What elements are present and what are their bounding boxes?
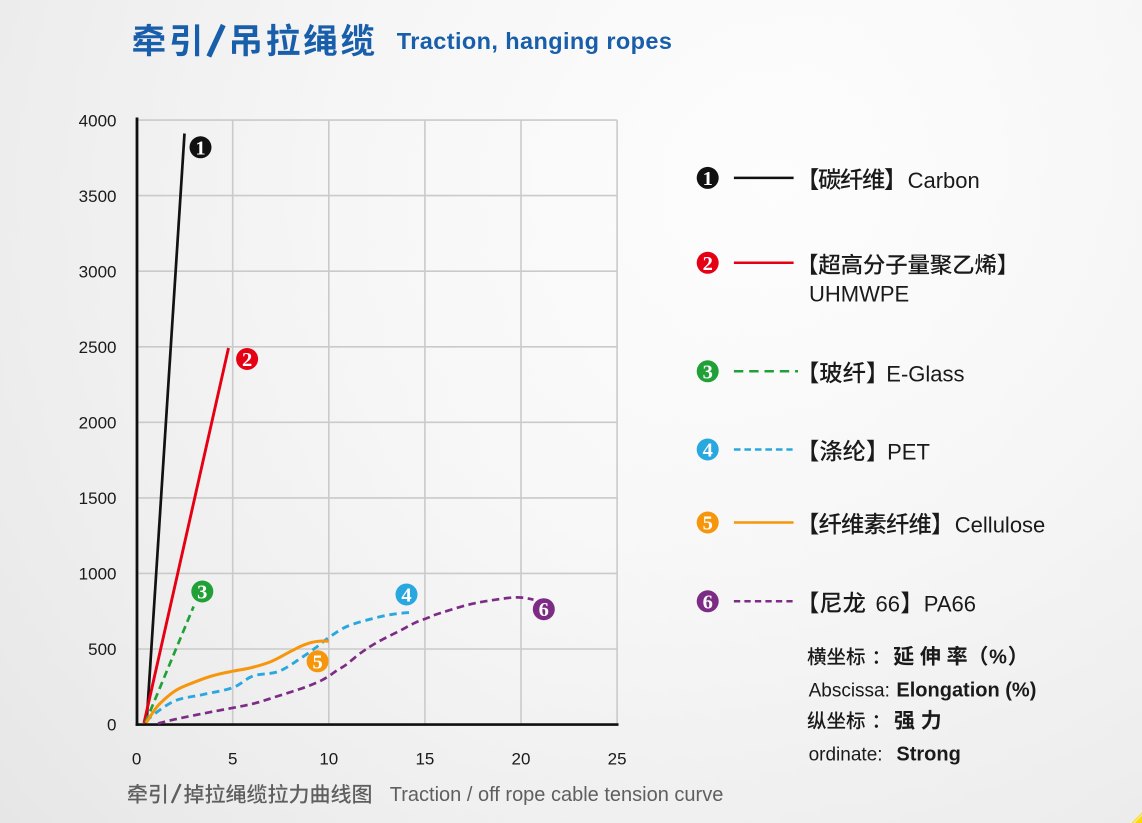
- svg-text:Cellulose: Cellulose: [955, 513, 1046, 538]
- svg-text:Abscissa:: Abscissa:: [809, 681, 890, 702]
- svg-text:1: 1: [195, 137, 205, 159]
- svg-text:1: 1: [703, 168, 713, 190]
- svg-text:500: 500: [88, 640, 116, 659]
- svg-text:66: 66: [876, 591, 900, 616]
- svg-text:5: 5: [228, 750, 237, 769]
- svg-text:6: 6: [703, 591, 713, 613]
- svg-text:1500: 1500: [79, 489, 117, 508]
- svg-text:2500: 2500: [79, 338, 117, 357]
- svg-text:Elongation (%): Elongation (%): [896, 680, 1036, 702]
- svg-text:4: 4: [703, 440, 713, 462]
- svg-text:25: 25: [608, 750, 627, 769]
- svg-text:PET: PET: [887, 440, 930, 465]
- svg-text:Traction, hanging ropes: Traction, hanging ropes: [397, 28, 673, 54]
- svg-text:Carbon: Carbon: [908, 168, 980, 193]
- svg-text:15: 15: [415, 750, 434, 769]
- svg-text:4000: 4000: [79, 111, 117, 130]
- svg-text:3500: 3500: [79, 187, 117, 206]
- svg-text:10: 10: [319, 750, 338, 769]
- svg-text:1000: 1000: [79, 565, 117, 584]
- svg-text:20: 20: [512, 750, 531, 769]
- svg-text:0: 0: [132, 750, 141, 769]
- svg-text:2000: 2000: [79, 414, 117, 433]
- svg-text:5: 5: [703, 513, 713, 535]
- svg-text:4: 4: [401, 585, 411, 607]
- svg-text:Traction / off rope cable tens: Traction / off rope cable tension curve: [390, 784, 724, 806]
- svg-text:UHMWPE: UHMWPE: [809, 281, 909, 306]
- svg-text:0: 0: [107, 716, 116, 735]
- svg-text:%: %: [989, 647, 1007, 669]
- svg-text:3000: 3000: [79, 262, 117, 281]
- svg-text:PA66: PA66: [924, 592, 976, 617]
- svg-text:3: 3: [197, 582, 207, 604]
- svg-text:E-Glass: E-Glass: [886, 361, 964, 386]
- svg-text:2: 2: [703, 253, 713, 275]
- svg-text:2: 2: [242, 349, 252, 371]
- svg-text:Strong: Strong: [896, 744, 960, 766]
- svg-text:5: 5: [312, 651, 322, 673]
- svg-text:3: 3: [703, 361, 713, 383]
- svg-text:6: 6: [539, 599, 549, 621]
- svg-text:ordinate:: ordinate:: [809, 745, 883, 766]
